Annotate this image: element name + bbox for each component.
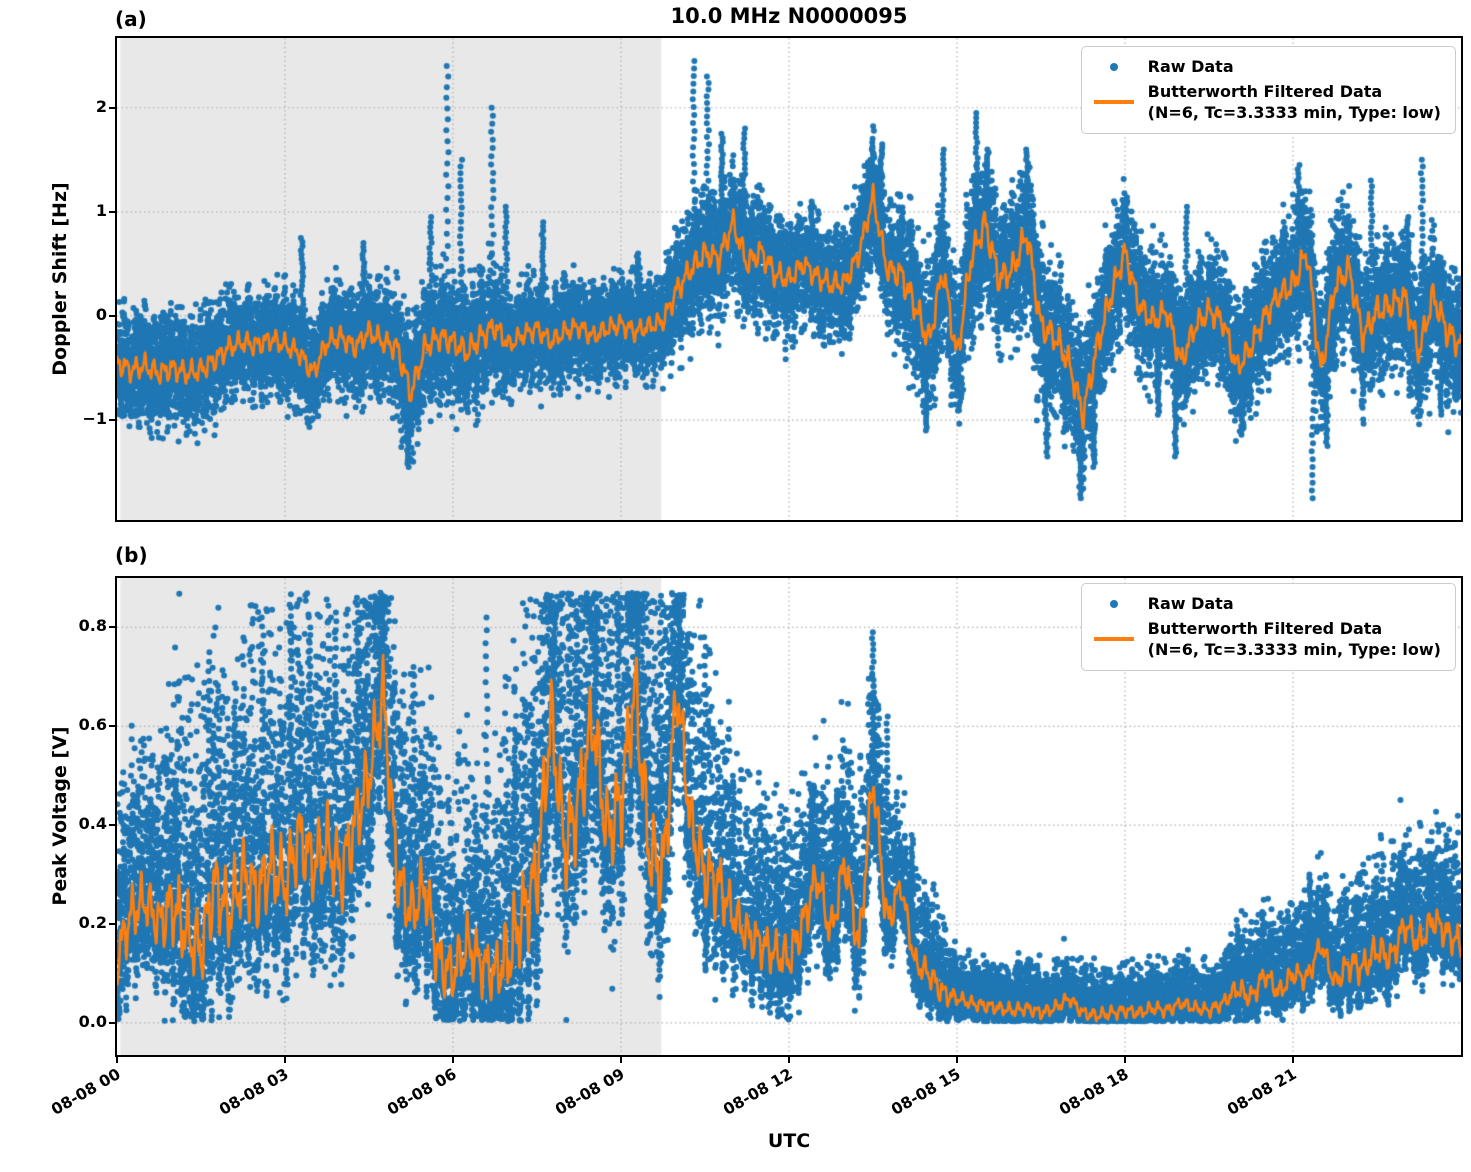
x-tick-mark [620,1057,622,1063]
x-tick-label: 08-08 15 [888,1065,964,1119]
y-tick-label: 1 [95,200,107,220]
raw-data-marker [1092,599,1136,608]
y-tick-mark [109,210,115,213]
y-tick-label: 0.2 [78,913,107,932]
panel-a-plot-area: Raw Data Butterworth Filtered Data (N=6, … [115,36,1463,522]
raw-data-label: Raw Data [1147,594,1234,613]
legend-row-filtered: Butterworth Filtered Data (N=6, Tc=3.3333… [1092,79,1441,125]
y-tick-mark [109,419,115,422]
y-tick-mark [109,725,115,728]
filtered-data-label: Butterworth Filtered Data (N=6, Tc=3.3333… [1147,82,1441,123]
x-tick-mark [116,1057,118,1063]
y-tick-label: 2 [95,96,107,116]
y-tick-label: 0.4 [78,814,107,834]
x-tick-mark [284,1057,286,1063]
y-tick-label: 0 [95,304,107,324]
y-tick-mark [109,1021,115,1024]
raw-data-label: Raw Data [1147,57,1234,76]
x-tick-mark [788,1057,790,1063]
x-tick-label: 08-08 00 [48,1065,124,1119]
x-tick-mark [452,1057,454,1063]
y-tick-mark [109,106,115,109]
legend-row-raw: Raw Data [1092,54,1441,79]
x-tick-label: 08-08 21 [1224,1065,1300,1119]
x-tick-label: 08-08 03 [216,1065,292,1119]
x-tick-mark [1124,1057,1126,1063]
legend-row-raw: Raw Data [1092,591,1441,616]
y-tick-label: 0.6 [78,715,107,735]
y-tick-mark [109,626,115,629]
x-tick-label: 08-08 12 [720,1065,796,1119]
x-axis-label: UTC [767,1130,811,1152]
x-tick-label: 08-08 06 [384,1065,460,1119]
x-tick-label: 08-08 18 [1056,1065,1132,1119]
panel-b-label: (b) [115,543,148,567]
raw-data-marker [1092,62,1136,71]
x-tick-mark [956,1057,958,1063]
figure-title: 10.0 MHz N0000095 [670,4,908,28]
panel-a-label: (a) [115,7,147,31]
y-tick-label: −1 [82,409,107,429]
panel-b-legend: Raw Data Butterworth Filtered Data (N=6, … [1080,583,1456,672]
y-tick-label: 0.8 [78,616,107,636]
panel-a-legend: Raw Data Butterworth Filtered Data (N=6, … [1080,46,1456,135]
y-tick-label: 0.0 [78,1011,107,1031]
y-tick-mark [109,923,115,925]
x-tick-mark [1292,1057,1294,1063]
y-tick-mark [109,314,115,317]
filtered-data-marker [1092,100,1136,104]
filtered-data-label: Butterworth Filtered Data (N=6, Tc=3.3333… [1147,619,1441,660]
filtered-data-marker [1092,637,1136,641]
y-tick-mark [109,824,115,827]
legend-row-filtered: Butterworth Filtered Data (N=6, Tc=3.3333… [1092,616,1441,662]
x-tick-label: 08-08 09 [552,1065,628,1119]
panel-b-plot-area: Raw Data Butterworth Filtered Data (N=6, … [115,576,1463,1057]
